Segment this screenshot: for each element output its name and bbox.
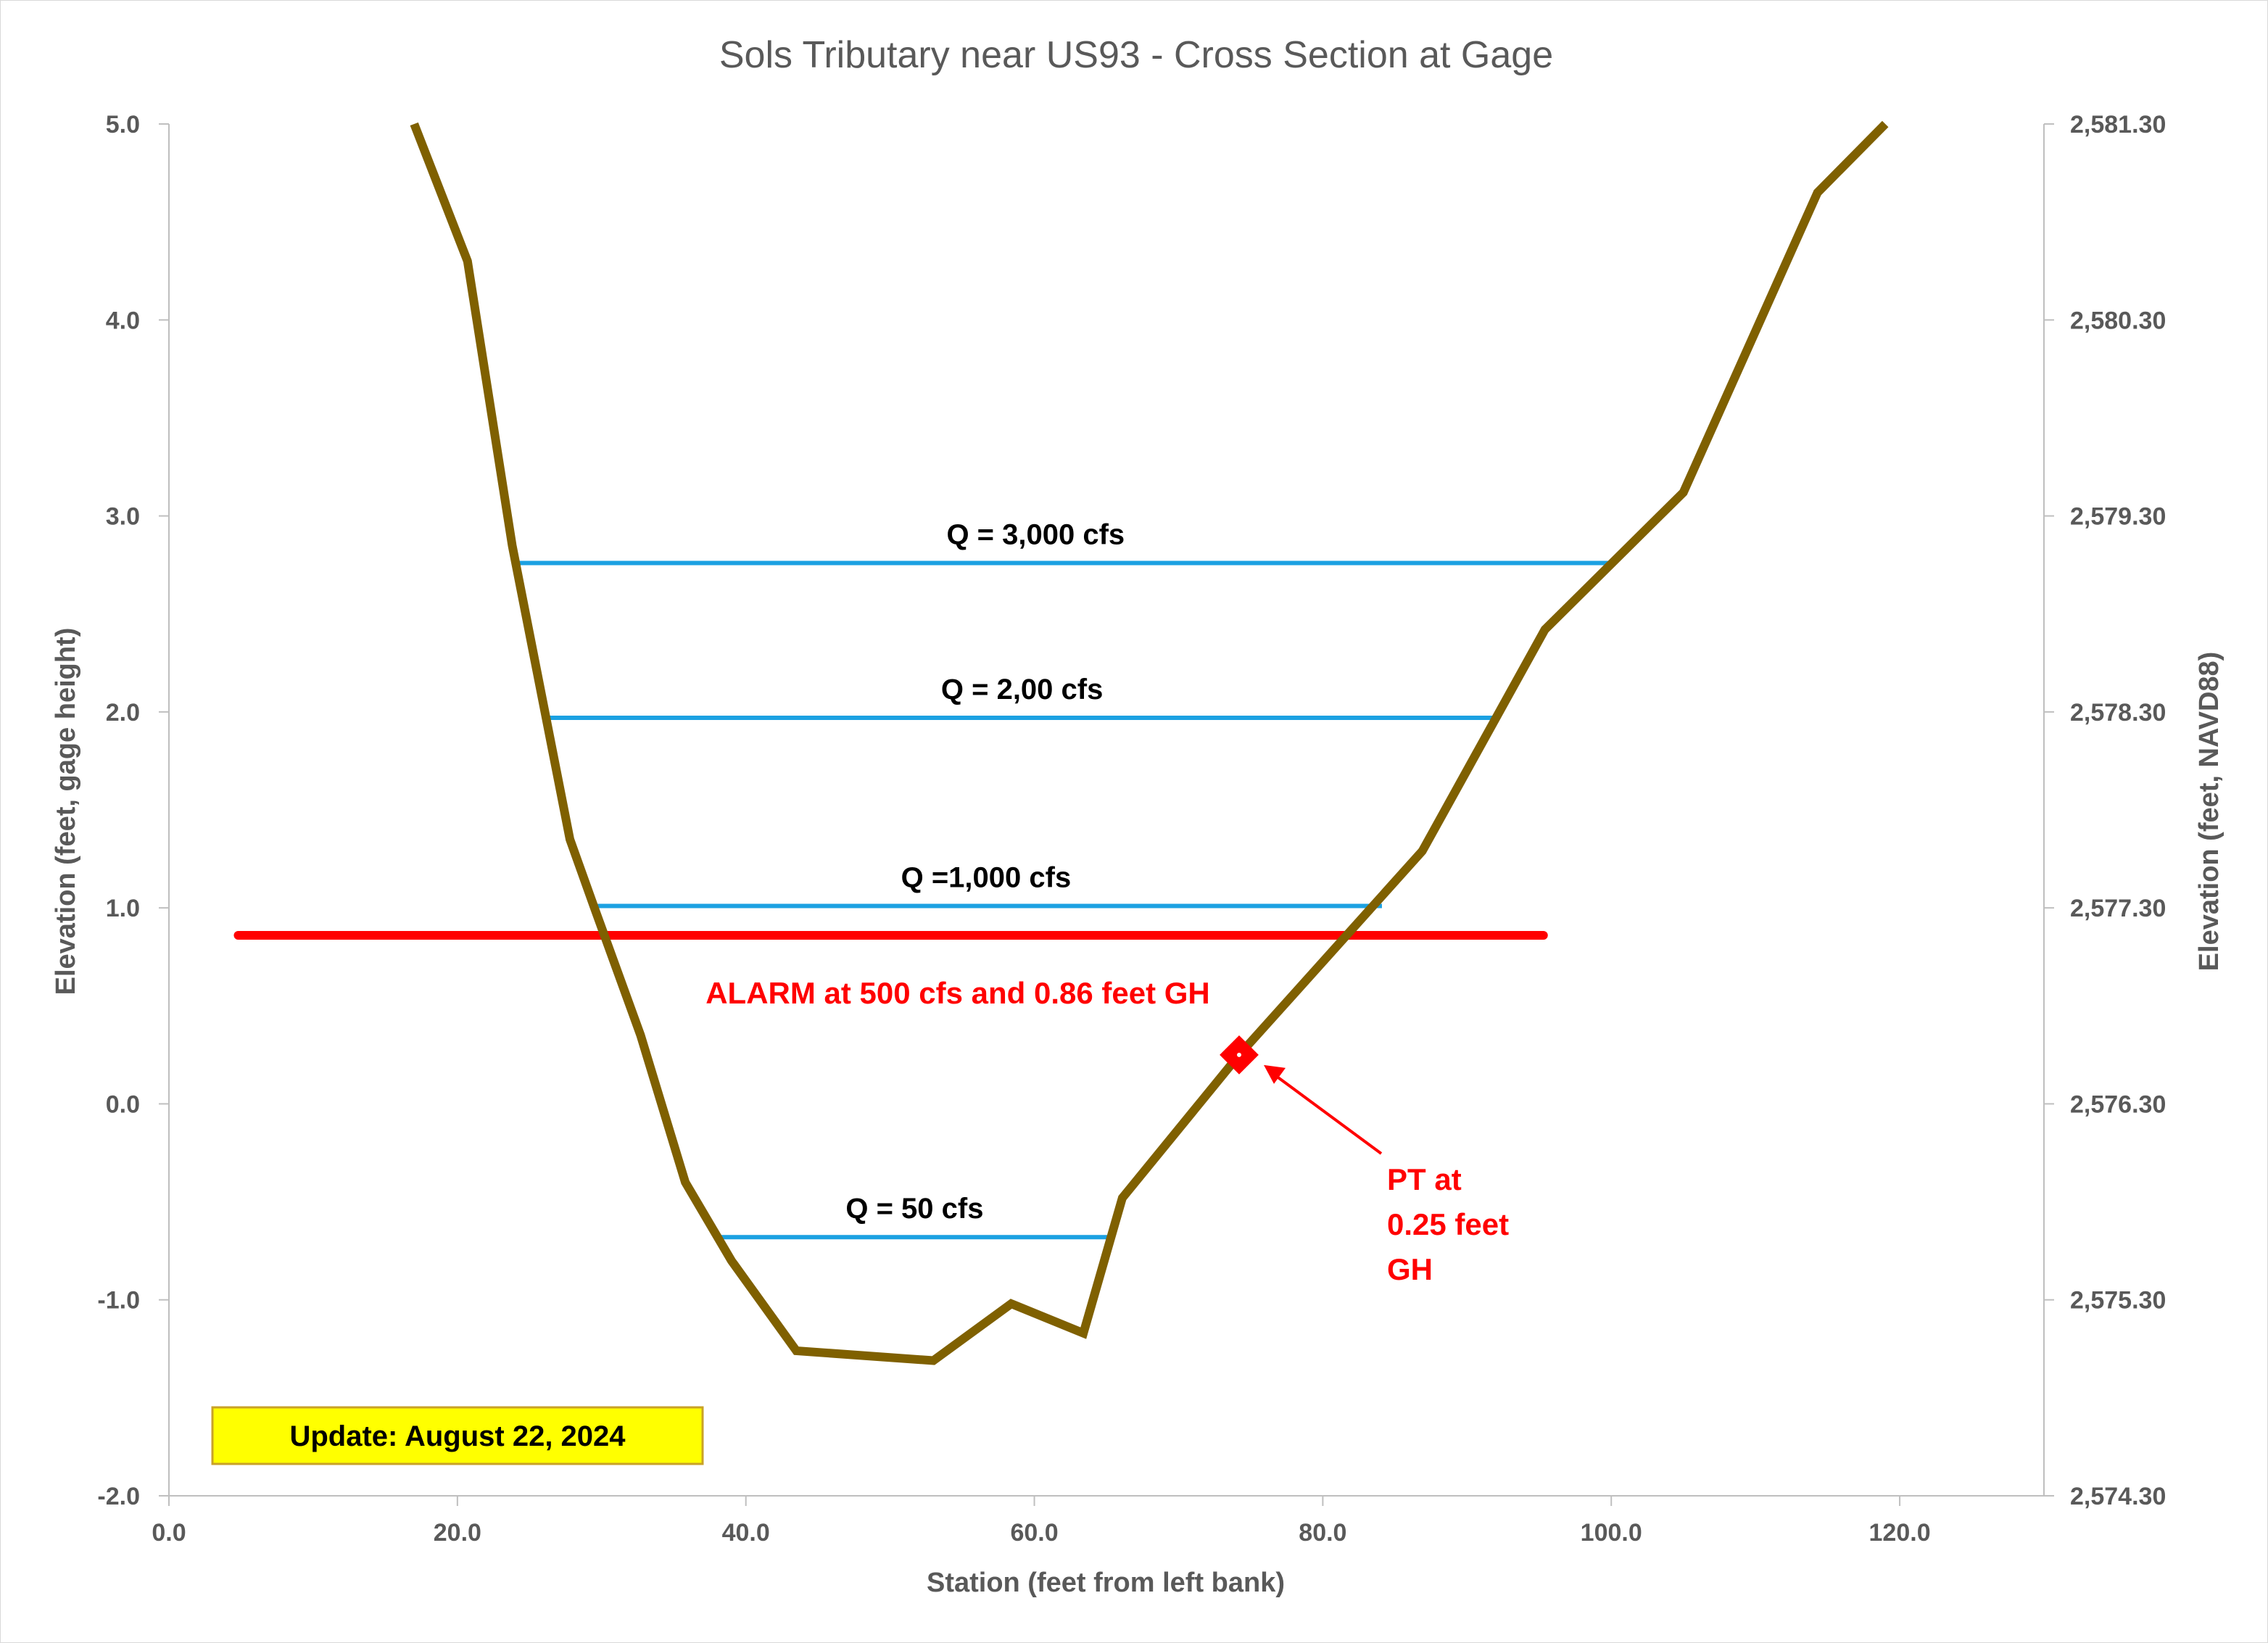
- y-tick-label-left: 4.0: [106, 307, 140, 334]
- x-tick-label: 60.0: [1010, 1519, 1058, 1547]
- pt-marker-dot: [1237, 1052, 1242, 1057]
- pt-arrow-line: [1270, 1071, 1383, 1155]
- update-group: Update: August 22, 2024: [211, 1406, 704, 1465]
- y-tick-label-left: 1.0: [106, 895, 140, 922]
- flow-label: Q = 2,00 cfs: [941, 674, 1103, 705]
- cross-section-line: [410, 120, 1889, 1365]
- flow-label: Q = 50 cfs: [845, 1193, 983, 1225]
- flow-lines: Q = 3,000 cfs Q = 2,00 cfs Q =1,000 cfs Q =…: [516, 518, 1613, 1240]
- y-tick-label-right: 2,581.30: [2070, 111, 2166, 138]
- y-tick-label-left: 5.0: [106, 111, 140, 138]
- x-tick-label: 40.0: [722, 1519, 770, 1547]
- chart-title: Sols Tributary near US93 - Cross Section…: [719, 34, 1553, 76]
- pt-label-line: GH: [1387, 1252, 1433, 1286]
- y-tick-label-left: 2.0: [106, 699, 140, 727]
- axes: 0.0 20.0 40.0 60.0 80.0 100.0 120.0 -2.0 -1.0 0.0…: [97, 111, 2166, 1547]
- y-tick-label-left: 0.0: [106, 1090, 140, 1118]
- x-tick-label: 120.0: [1869, 1519, 1931, 1547]
- y-tick-label-right: 2,575.30: [2070, 1287, 2166, 1315]
- y-tick-label-right: 2,578.30: [2070, 699, 2166, 727]
- flow-label: Q =1,000 cfs: [901, 861, 1072, 893]
- x-tick-label: 80.0: [1299, 1519, 1346, 1547]
- pt-arrow-head: [1264, 1064, 1286, 1084]
- y-tick-label-right: 2,576.30: [2070, 1090, 2166, 1118]
- y-tick-label-right: 2,577.30: [2070, 895, 2166, 922]
- y-tick-label-left: -2.0: [97, 1483, 140, 1510]
- alarm-group: ALARM at 500 cfs and 0.86 feet GH: [233, 930, 1548, 1010]
- pt-label-line: PT at: [1387, 1162, 1462, 1196]
- pt-label-line: 0.25 feet: [1387, 1207, 1509, 1241]
- pt-group: PT at 0.25 feet GH: [1220, 1035, 1509, 1286]
- update-text: Update: August 22, 2024: [289, 1420, 626, 1452]
- y-tick-label-right: 2,579.30: [2070, 503, 2166, 531]
- x-tick-label: 20.0: [434, 1519, 481, 1547]
- update-box: [211, 1406, 704, 1465]
- y-tick-label-left: -1.0: [97, 1287, 140, 1315]
- x-tick-label: 100.0: [1581, 1519, 1642, 1547]
- y-tick-label-right: 2,574.30: [2070, 1483, 2166, 1510]
- y-tick-label-left: 3.0: [106, 503, 140, 531]
- x-axis-title: Station (feet from left bank): [927, 1568, 1285, 1598]
- alarm-label: ALARM at 500 cfs and 0.86 feet GH: [705, 976, 1210, 1010]
- x-tick-label: 0.0: [152, 1519, 186, 1547]
- y-tick-label-right: 2,580.30: [2070, 307, 2166, 334]
- y-axis-title-left: Elevation (feet, gage height): [51, 628, 81, 996]
- cross-section-group: [410, 120, 1889, 1365]
- flow-label: Q = 3,000 cfs: [946, 518, 1125, 550]
- y-axis-title-right: Elevation (feet, NAVD88): [2194, 652, 2224, 972]
